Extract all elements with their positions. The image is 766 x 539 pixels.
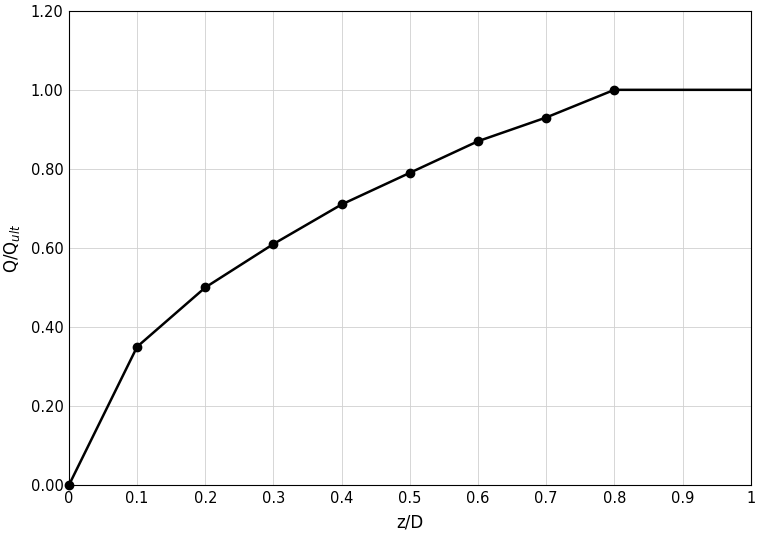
Y-axis label: Q/Q$_{ult}$: Q/Q$_{ult}$ (2, 223, 22, 273)
X-axis label: z/D: z/D (396, 514, 424, 532)
